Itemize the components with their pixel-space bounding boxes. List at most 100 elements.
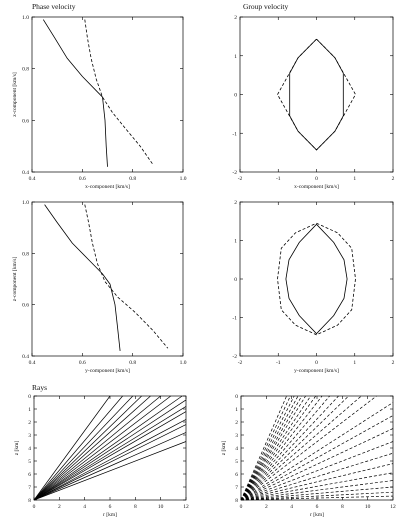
phase-xz-axes-frame [31, 16, 184, 173]
phase-xz-x-tick-label: 0.8 [129, 176, 136, 182]
phase-xz-y-tick-label: 0.4 [22, 170, 29, 176]
group-xz-x-tick-label: -1 [276, 176, 281, 182]
rays-solid-x-axis-label: r [km] [103, 512, 117, 518]
rays-dashed-ray-1 [240, 395, 291, 501]
group-xz-x-tick-label: 0 [315, 176, 318, 182]
rays-solid-y-tick-label: 1 [28, 407, 31, 413]
phase-xz-x-tick-label: 1.0 [180, 176, 187, 182]
rays-solid-y-tick-label: 6 [28, 472, 31, 478]
rays-solid-ray-4 [33, 395, 151, 501]
rays-dashed-ray-22 [240, 486, 394, 501]
rays-solid-y-tick-label: 4 [28, 446, 31, 452]
group-xz-x-tick-label: 2 [392, 176, 395, 182]
group-xz-y-tick-label: 1 [234, 54, 237, 60]
group-xz-x-tick-label: -2 [238, 176, 243, 182]
rays-dashed-ray-7 [240, 395, 317, 501]
phase-yz-series-dashed-1 [84, 204, 169, 349]
rays-solid-ray-1 [33, 395, 123, 501]
rays-solid-ray-7 [33, 395, 183, 501]
rays-solid-y-tick-label: 7 [28, 485, 31, 491]
rays-solid-y-tick-label: 5 [28, 459, 31, 465]
rays-dashed-x-tick-label: 6 [316, 504, 319, 510]
group-yz-x-tick-label: -2 [238, 360, 243, 366]
group-yz-x-axis-label: y-component [km/s] [294, 368, 339, 374]
rays-dashed-ray-9 [240, 395, 330, 501]
rays-solid-ray-8 [33, 399, 187, 501]
rays-dashed-x-tick-label: 0 [240, 504, 243, 510]
phase-xz-series-solid-0 [42, 19, 108, 167]
group-yz-series-dashed-1 [277, 222, 356, 336]
group-yz-x-tick-label: 0 [315, 360, 318, 366]
phase-yz-y-tick-label: 0.4 [22, 354, 29, 360]
rays-solid-x-tick-label: 10 [158, 504, 164, 510]
rays-solid-x-tick-label: 2 [58, 504, 61, 510]
rays-dashed-ray-16 [240, 428, 394, 501]
phase-yz-x-tick-label: 0.8 [129, 360, 136, 366]
rays-solid-ray-11 [33, 419, 187, 501]
rays-solid-ray-0 [33, 395, 111, 501]
phase-yz-y-tick-label: 1.0 [22, 200, 29, 206]
rays-dashed-x-tick-label: 12 [390, 504, 396, 510]
group-yz-x-tick-label: -1 [276, 360, 281, 366]
rays-solid-y-tick-label: 3 [28, 433, 31, 439]
rays-dashed-ray-0 [240, 395, 287, 501]
rays-solid-y-tick-label: 8 [28, 498, 31, 504]
rays-dashed-ray-13 [240, 395, 377, 501]
rays-dashed-y-tick-label: 5 [235, 459, 238, 465]
rays-solid-y-tick-label: 2 [28, 420, 31, 426]
rays-dashed-y-tick-label: 7 [235, 485, 238, 491]
rays-dashed-ray-18 [240, 452, 394, 501]
phase-yz-x-tick-label: 0.6 [79, 360, 86, 366]
phase-xz-x-axis-label: x-component [km/s] [85, 184, 130, 190]
rays-solid-ray-10 [33, 411, 187, 501]
rays-solid-ray-3 [33, 395, 142, 501]
rays-solid-ray-9 [33, 406, 187, 501]
rays-dashed-y-tick-label: 0 [235, 394, 238, 400]
rays-solid-x-tick-label: 0 [33, 504, 36, 510]
rays-dashed-ray-12 [240, 395, 362, 501]
rays-dashed-ray-11 [240, 395, 349, 501]
rays-dashed-ray-19 [240, 463, 394, 501]
rays-solid-ray-12 [33, 424, 187, 501]
rays-solid-x-tick-label: 6 [109, 504, 112, 510]
rays-dashed-ray-17 [240, 441, 394, 501]
group-yz-y-tick-label: -1 [232, 316, 237, 322]
phase-yz-y-axis-label: z-component [km/s] [12, 257, 18, 302]
rays-dashed-y-tick-label: 3 [235, 433, 238, 439]
group-yz-y-tick-label: 2 [234, 200, 237, 206]
phase-xz-y-tick-label: 0.8 [22, 67, 29, 73]
group-xz-x-tick-label: 1 [353, 176, 356, 182]
rays-dashed-y-tick-label: 4 [235, 446, 238, 452]
group-yz-y-tick-label: -2 [232, 354, 237, 360]
rays-solid-ray-6 [33, 395, 172, 501]
rays-dashed-x-tick-label: 10 [365, 504, 371, 510]
rays-dashed-ray-23 [240, 491, 394, 501]
rays-dashed-y-axis-label: z [km] [221, 441, 227, 456]
phase-xz-y-axis-label: z-component [km/s] [12, 72, 18, 117]
rays-solid-x-tick-label: 4 [83, 504, 86, 510]
phase-yz-y-tick-label: 0.8 [22, 251, 29, 257]
phase-xz-y-tick-label: 0.6 [22, 118, 29, 124]
rays-dashed-ray-24 [240, 495, 394, 501]
group-yz-y-tick-label: 0 [234, 277, 237, 283]
group-xz-y-tick-label: -1 [232, 131, 237, 137]
rays-solid-ray-14 [33, 441, 187, 501]
phase-yz-y-tick-label: 0.6 [22, 303, 29, 309]
group-xz-axes-frame [239, 16, 394, 173]
rays-solid-y-axis-label: z [km] [14, 441, 20, 456]
rays-dashed-ray-10 [240, 395, 339, 501]
phase-yz-x-tick-label: 0.4 [29, 360, 36, 366]
rays-dashed-ray-6 [240, 395, 311, 501]
rays-dashed-ray-14 [240, 402, 394, 501]
rays-dashed-x-axis-label: r [km] [310, 512, 324, 518]
phase-yz-series-solid-0 [44, 204, 121, 351]
group-xz-y-tick-label: -2 [232, 170, 237, 176]
rays-solid-x-tick-label: 8 [134, 504, 137, 510]
group-velocity-title: Group velocity [243, 2, 288, 11]
rays-dashed-ray-8 [240, 395, 323, 501]
group-xz-y-tick-label: 0 [234, 93, 237, 99]
phase-velocity-title: Phase velocity [32, 2, 76, 11]
phase-xz-y-tick-label: 1.0 [22, 15, 29, 21]
group-xz-series-solid-0 [289, 38, 344, 151]
